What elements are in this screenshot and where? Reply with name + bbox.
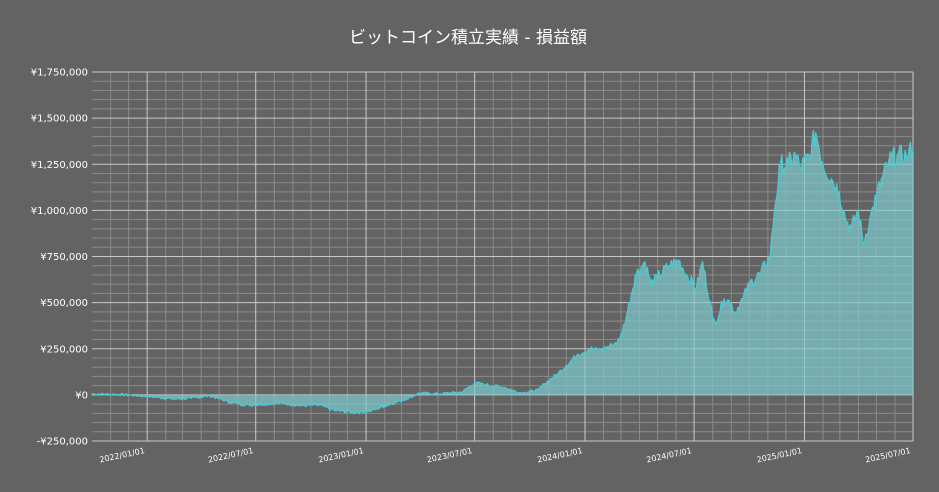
data-point [869,218,871,221]
y-axis: ¥1,750,000 ¥1,500,000 ¥1,250,000 ¥1,000,000… [31,68,88,448]
x-tick-label: 2023/07/01 [426,446,473,464]
data-point [370,409,373,412]
data-point [437,393,439,395]
data-point [748,283,751,286]
data-point [773,209,776,212]
data-point [118,393,120,396]
data-point [815,132,817,134]
data-point [686,276,689,278]
data-point [300,404,303,407]
data-point [912,146,914,149]
data-point [334,409,336,412]
data-point [838,191,840,193]
data-point [723,298,725,300]
data-point [618,338,621,341]
data-point [485,383,487,386]
y-tick-label: ¥500,000 [40,298,88,309]
x-tick-label: 2022/01/01 [99,446,146,464]
y-tick-label: ¥750,000 [40,252,88,263]
data-point [857,209,860,212]
y-tick-label: ¥1,750,000 [31,68,88,79]
data-point [537,389,539,392]
data-point [634,274,637,276]
x-axis: 2022/01/01 2022/07/01 2023/01/01 2023/07/01… [99,446,912,464]
data-point [850,228,852,230]
data-point [711,316,714,319]
x-tick-label: 2022/07/01 [207,446,254,464]
data-point [759,272,762,274]
data-point [644,261,646,263]
y-tick-label: ¥0 [75,390,88,401]
data-point [154,396,157,398]
data-point [383,405,386,407]
data-point [822,163,824,166]
data-point [519,392,521,394]
x-tick-label: 2025/01/01 [756,446,803,464]
data-point [701,261,704,263]
data-point [668,264,670,267]
data-point [556,373,558,376]
data-point [598,349,601,352]
data-point [730,301,733,304]
y-tick-label: -¥250,000 [37,437,88,448]
data-point [473,382,476,384]
x-tick-label: 2023/01/01 [318,446,365,464]
data-point [875,194,878,197]
data-point [905,156,908,158]
data-point [281,402,284,405]
data-point [406,397,408,400]
data-point [714,322,716,324]
data-point [173,398,175,400]
x-tick-label: 2025/07/01 [864,446,911,464]
data-point [263,403,265,405]
x-tick-label: 2024/01/01 [536,446,583,464]
data-point [543,383,545,385]
data-point [218,397,220,400]
series-layer [91,130,914,415]
data-point [625,316,628,319]
data-point [677,259,680,262]
data-point [245,404,247,406]
y-tick-label: ¥250,000 [40,344,88,355]
data-point [419,392,421,394]
data-point [503,386,506,389]
data-point [565,364,568,367]
data-point [611,344,613,346]
data-point [91,393,93,395]
data-point [779,163,782,166]
data-point [190,397,192,400]
data-point [139,395,141,397]
data-point [318,404,321,406]
data-point [799,167,802,169]
y-tick-label: ¥1,500,000 [31,114,88,125]
data-point [656,276,659,278]
profit-area [92,130,913,414]
data-point [208,395,211,397]
data-point [787,163,790,166]
data-point [809,154,811,156]
data-point [577,353,579,356]
data-point [695,287,698,289]
data-point [862,242,864,245]
data-point [896,154,899,156]
data-point [769,253,772,256]
chart-title: ビットコイン積立実績 - 損益額 [349,28,587,48]
y-tick-label: ¥1,000,000 [31,206,88,217]
data-point [355,411,357,414]
data-point [733,312,736,315]
data-point [650,283,652,286]
data-point [229,401,232,404]
data-point [830,178,833,180]
data-point [461,391,463,393]
data-point [589,348,592,350]
data-point [741,298,744,300]
profit-line [92,130,914,415]
data-point [888,159,890,162]
y-tick-label: ¥1,250,000 [31,160,88,171]
data-point [844,217,846,219]
data-point [794,154,797,156]
x-tick-label: 2024/07/01 [646,446,693,464]
